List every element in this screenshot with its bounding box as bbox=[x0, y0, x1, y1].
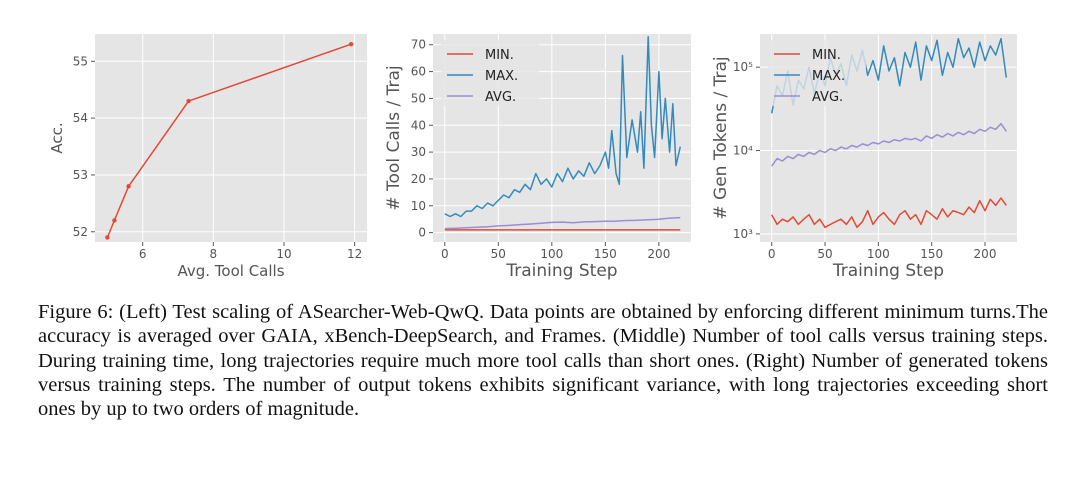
x-tick-label: 50 bbox=[817, 247, 832, 261]
x-tick-label: 150 bbox=[594, 247, 617, 261]
data-point bbox=[186, 98, 191, 104]
x-tick-label: 100 bbox=[867, 247, 890, 261]
y-tick-label: 52 bbox=[73, 225, 88, 239]
y-tick-label: 40 bbox=[411, 118, 426, 132]
series-line-avg bbox=[771, 122, 1007, 167]
chart-middle: 0 50 100 150 200 0 10 20 30 40 50 60 70 Training Step… bbox=[384, 34, 691, 281]
data-point bbox=[126, 184, 131, 189]
x-axis-label: Training Step bbox=[505, 261, 617, 281]
y-axis-label: # Gen Tokens / Traj bbox=[711, 56, 731, 219]
y-tick-label: 70 bbox=[411, 38, 426, 52]
x-tick-label: 200 bbox=[974, 247, 997, 261]
y-tick-label: 54 bbox=[73, 111, 88, 125]
series-group bbox=[105, 42, 354, 240]
y-tick-label: 10⁴ bbox=[733, 144, 753, 158]
x-tick-label: 0 bbox=[768, 247, 776, 261]
series-group bbox=[444, 35, 682, 231]
data-point bbox=[112, 218, 117, 223]
legend-label: MIN. bbox=[812, 48, 841, 63]
x-tick-label: 50 bbox=[491, 247, 506, 261]
x-tick-label: 100 bbox=[540, 247, 563, 261]
legend: MIN. MAX. AVG. bbox=[768, 40, 866, 106]
legend: MIN. MAX. AVG. bbox=[441, 40, 539, 106]
figure-caption: Figure 6: (Left) Test scaling of ASearch… bbox=[38, 301, 1048, 421]
x-axis-label: Avg. Tool Calls bbox=[177, 262, 284, 280]
legend-label: MAX. bbox=[485, 69, 518, 84]
x-tick-label: 6 bbox=[139, 247, 147, 261]
y-tick-label: 20 bbox=[411, 172, 426, 186]
x-tick-label: 200 bbox=[647, 247, 670, 261]
chart-right: 0 50 100 150 200 10³ 10⁴ 10⁵ Training Step # Gen … bbox=[711, 34, 1017, 281]
x-tick-label: 10 bbox=[276, 247, 291, 261]
legend-label: MAX. bbox=[812, 69, 845, 84]
y-axis-label: # Tool Calls / Traj bbox=[384, 65, 404, 210]
legend-box bbox=[441, 40, 539, 106]
legend-box bbox=[768, 40, 866, 106]
legend-label: MIN. bbox=[485, 48, 514, 63]
y-axis-label: Acc. bbox=[48, 122, 66, 153]
chart-left: 6 8 10 12 52 53 54 55 Avg. Tool Calls Acc. bbox=[48, 34, 367, 280]
y-tick-label: 10 bbox=[411, 199, 426, 213]
y-tick-label: 10⁵ bbox=[733, 60, 753, 74]
series-line-max bbox=[444, 35, 682, 218]
x-axis-label: Training Step bbox=[832, 261, 944, 281]
y-tick-label: 53 bbox=[73, 168, 88, 182]
x-tick-label: 0 bbox=[441, 247, 449, 261]
legend-label: AVG. bbox=[485, 90, 516, 105]
y-tick-label: 50 bbox=[411, 91, 426, 105]
plot-area bbox=[95, 34, 367, 242]
x-tick-label: 8 bbox=[210, 247, 218, 261]
y-tick-label: 0 bbox=[418, 226, 426, 240]
data-point bbox=[105, 235, 110, 240]
y-tick-label: 55 bbox=[73, 54, 88, 68]
legend-label: AVG. bbox=[812, 90, 843, 105]
data-point bbox=[348, 42, 354, 47]
y-tick-label: 10³ bbox=[733, 227, 753, 241]
y-tick-label: 60 bbox=[411, 65, 426, 79]
y-tick-label: 30 bbox=[411, 145, 426, 159]
x-tick-label: 150 bbox=[920, 247, 943, 261]
x-tick-label: 12 bbox=[347, 247, 362, 261]
series-line-avg bbox=[444, 216, 681, 230]
series-line-min bbox=[771, 197, 1007, 229]
